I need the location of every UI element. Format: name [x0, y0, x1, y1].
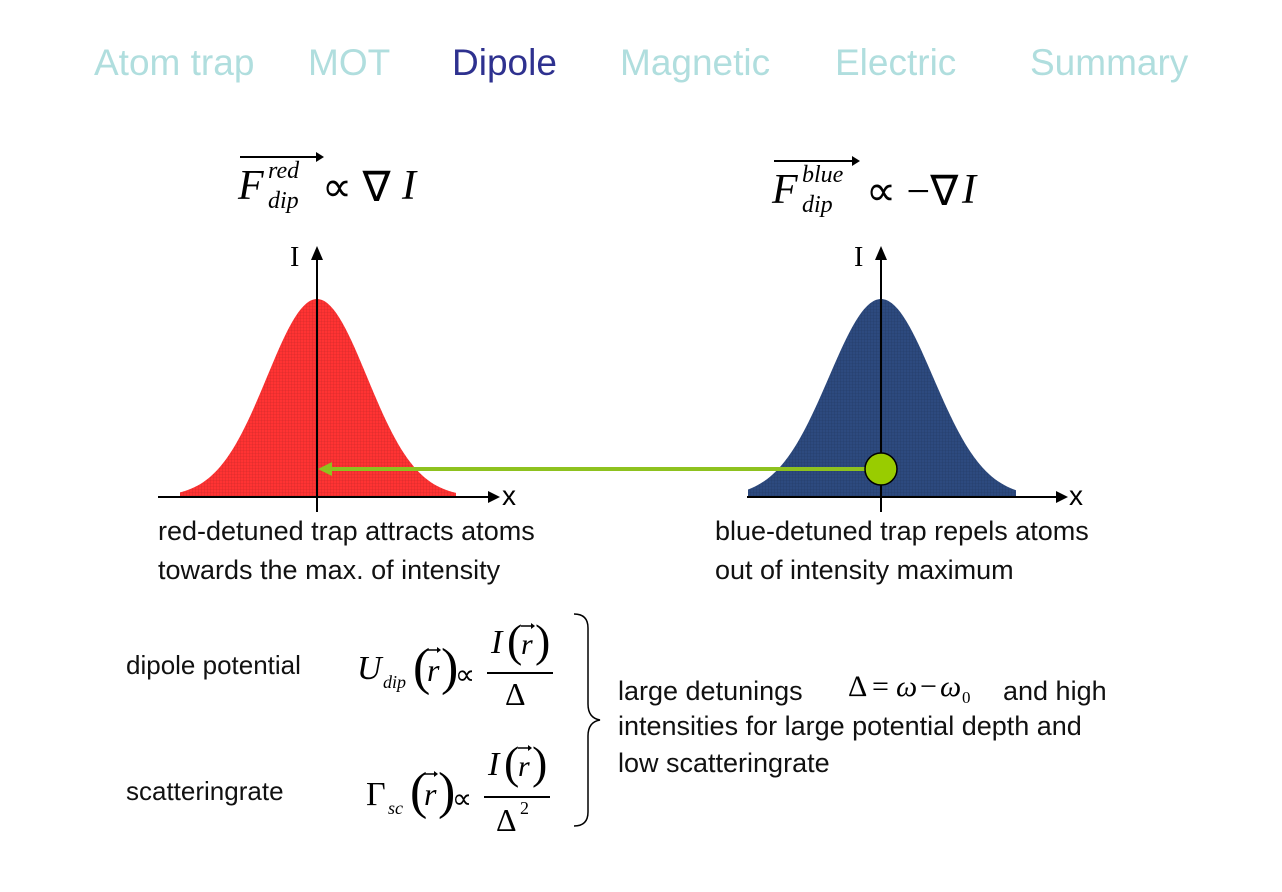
atom-icon	[864, 452, 898, 486]
right-y-axis-arrow-icon	[875, 246, 887, 260]
conclusion-suffix: and high	[1003, 676, 1107, 706]
position-vector-icon: r	[424, 776, 437, 812]
nav-item-dipole[interactable]: Dipole	[452, 42, 557, 83]
fraction-bar	[487, 672, 553, 674]
vector-arrow-icon	[774, 156, 860, 166]
right-intensity-plot	[747, 246, 1068, 512]
vector-arrow-icon	[518, 745, 532, 751]
position-vector-icon: r	[518, 750, 530, 783]
paren-open-icon: (	[410, 763, 428, 820]
potential-symbol: U	[357, 650, 382, 687]
blue-force-intensity: I	[962, 167, 976, 213]
paren-open-icon: (	[504, 737, 520, 788]
equals-sign: =	[872, 670, 889, 703]
scattering-exponent: 2	[520, 798, 529, 818]
conclusion-prefix: large detunings	[618, 676, 803, 706]
vector-arrow-icon	[424, 771, 438, 777]
proportional-icon: ∝	[452, 784, 473, 815]
section-nav: Atom trap MOT Dipole Magnetic Electric S…	[0, 42, 1282, 92]
paren-open-icon: (	[413, 639, 431, 696]
left-y-axis-label: I	[290, 242, 300, 273]
nav-item-electric[interactable]: Electric	[835, 42, 957, 83]
left-x-axis-arrow-icon	[488, 491, 500, 503]
omega-zero-subscript: 0	[962, 688, 971, 707]
scattering-rate-label: scatteringrate	[126, 776, 284, 806]
red-force-formula: F red dip ∝ ∇ I	[238, 152, 468, 230]
red-force-intensity: I	[402, 163, 416, 209]
omega-symbol: ω	[896, 670, 918, 703]
scattering-symbol: Γ	[366, 776, 386, 813]
nav-item-summary[interactable]: Summary	[1030, 42, 1189, 83]
scattering-denominator: Δ	[496, 802, 517, 838]
blue-force-sub: dip	[802, 192, 833, 218]
scattering-numerator: I	[488, 746, 500, 783]
blue-force-formula: F blue dip ∝ −∇ I	[772, 156, 1032, 234]
right-x-axis-arrow-icon	[1056, 491, 1068, 503]
proportional-icon: ∝	[455, 660, 476, 691]
omega-zero-symbol: ω	[940, 670, 962, 703]
position-vector-icon: r	[521, 628, 533, 661]
detuning-symbol: Δ	[848, 670, 868, 703]
red-force-symbol: F	[238, 163, 264, 209]
nav-item-atom-trap[interactable]: Atom trap	[94, 42, 255, 83]
red-trap-caption: red-detuned trap attracts atoms towards …	[158, 516, 535, 585]
blue-force-symbol: F	[772, 167, 798, 213]
left-x-axis-label: x	[502, 480, 516, 511]
red-force-sup: red	[268, 158, 300, 184]
paren-close-icon: )	[535, 615, 551, 666]
blue-trap-caption: blue-detuned trap repels atoms out of in…	[715, 516, 1089, 585]
attraction-arrow-head-icon	[318, 462, 332, 476]
conclusion-text: intensities for large potential depth an…	[618, 711, 1082, 778]
position-vector-icon: r	[427, 652, 440, 688]
nav-item-magnetic[interactable]: Magnetic	[620, 42, 771, 83]
left-y-axis-arrow-icon	[311, 246, 323, 260]
vector-arrow-icon	[240, 152, 324, 162]
left-intensity-plot	[158, 246, 500, 512]
paren-open-icon: (	[507, 615, 523, 666]
vector-arrow-icon	[521, 623, 535, 629]
red-force-sub: dip	[268, 188, 299, 214]
nav-item-mot[interactable]: MOT	[308, 42, 391, 83]
red-force-relation: ∝ ∇	[322, 165, 391, 211]
scattering-rate-formula: Γ sc ( r ) ∝ I ( r ) Δ 2	[366, 736, 566, 846]
dipole-potential-label: dipole potential	[126, 650, 301, 680]
potential-sub: dip	[383, 672, 407, 692]
scattering-sub: sc	[388, 798, 403, 818]
blue-force-sup: blue	[802, 162, 844, 188]
paren-close-icon: )	[532, 737, 548, 788]
right-x-axis-label: x	[1069, 480, 1083, 511]
blue-force-relation: ∝ −∇	[866, 169, 959, 215]
detuning-formula: Δ = ω − ω 0	[848, 670, 978, 710]
minus-sign: −	[920, 670, 937, 703]
fraction-bar	[484, 796, 550, 798]
dipole-potential-formula: U dip ( r ) ∝ I ( r ) Δ	[357, 615, 557, 712]
potential-numerator: I	[491, 624, 503, 661]
curly-brace-icon	[573, 613, 601, 827]
right-y-axis-label: I	[854, 242, 864, 273]
vector-arrow-icon	[427, 647, 441, 653]
paren-close-icon: )	[438, 763, 456, 820]
potential-denominator: Δ	[505, 676, 526, 712]
paren-close-icon: )	[441, 639, 459, 696]
